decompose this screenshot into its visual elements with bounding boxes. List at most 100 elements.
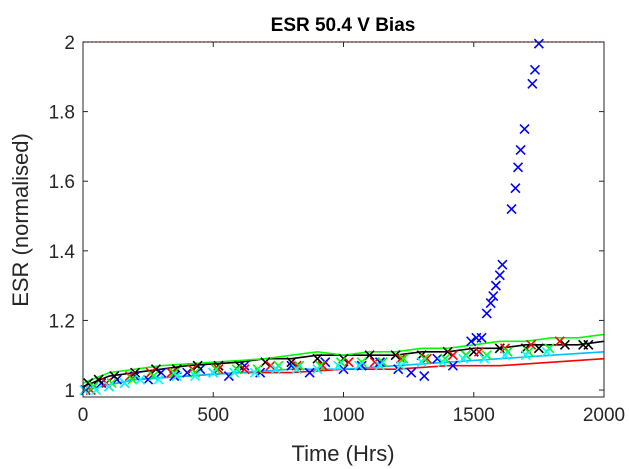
data-point — [398, 353, 409, 364]
data-point — [466, 336, 477, 347]
data-point — [153, 374, 164, 385]
data-point — [171, 371, 182, 382]
y-tick-label: 2 — [64, 33, 75, 54]
data-point — [192, 360, 203, 371]
data-point — [135, 374, 146, 385]
data-point — [533, 38, 544, 49]
series-line-6 — [82, 333, 605, 384]
x-tick-label: 1000 — [322, 405, 364, 426]
data-point — [485, 297, 496, 309]
data-point — [497, 259, 508, 270]
data-point — [583, 339, 594, 350]
data-point — [249, 367, 260, 378]
y-tick-label: 1 — [64, 381, 75, 402]
y-tick-label: 1.2 — [49, 311, 75, 332]
data-point — [529, 64, 541, 75]
y-axis-title: ESR (normalised) — [8, 133, 33, 307]
series-line-7 — [82, 357, 605, 391]
data-point — [421, 353, 432, 364]
data-point — [189, 371, 201, 382]
data-point — [442, 346, 453, 357]
y-axis: 1 1.2 1.4 1.6 1.8 2 — [49, 33, 604, 402]
data-point — [148, 371, 159, 382]
data-point — [93, 374, 104, 385]
series-line-8 — [82, 351, 605, 391]
x-tick-label: 2000 — [583, 405, 625, 426]
data-point — [416, 357, 427, 368]
data-point — [229, 367, 240, 378]
data-point — [395, 360, 406, 371]
data-point — [476, 332, 487, 343]
data-point — [291, 360, 302, 371]
data-point — [515, 144, 526, 155]
data-point — [510, 183, 521, 194]
data-point — [374, 360, 386, 371]
data-point — [239, 364, 250, 375]
data-point — [432, 353, 443, 364]
x-axis: 0 500 1000 1500 2000 — [78, 42, 625, 426]
data-point — [103, 381, 115, 392]
data-point — [127, 374, 138, 385]
data-point — [189, 367, 201, 378]
data-point — [338, 364, 349, 375]
data-point — [406, 367, 417, 378]
data-point — [150, 364, 162, 375]
data-point — [527, 78, 538, 89]
data-point — [119, 378, 130, 389]
data-point — [90, 384, 102, 396]
data-point — [390, 350, 401, 361]
data-point — [512, 162, 524, 173]
data-point — [304, 367, 315, 378]
data-point — [541, 346, 552, 357]
data-point — [447, 350, 458, 361]
data-point — [533, 343, 544, 354]
data-point — [343, 357, 354, 368]
data-point — [317, 360, 328, 371]
data-point — [499, 350, 511, 361]
data-point — [312, 364, 323, 375]
data-point — [437, 357, 448, 368]
data-point — [488, 291, 499, 302]
data-point — [130, 367, 141, 378]
data-point — [479, 353, 490, 364]
data-point — [182, 367, 193, 378]
y-tick-label: 1.8 — [49, 103, 75, 124]
data-point — [473, 346, 485, 357]
data-point — [143, 374, 154, 385]
data-point — [494, 270, 505, 281]
data-point — [419, 371, 430, 382]
data-point — [554, 336, 565, 347]
data-point — [286, 357, 297, 368]
data-point — [559, 339, 570, 350]
data-point — [356, 360, 367, 371]
data-point — [156, 367, 167, 378]
data-point — [490, 280, 501, 291]
series-markers-0 — [80, 38, 544, 396]
data-point — [291, 364, 302, 375]
plot-area — [79, 38, 605, 396]
data-point — [333, 360, 344, 371]
data-point — [481, 308, 492, 319]
data-point — [312, 353, 323, 364]
data-point — [369, 357, 380, 368]
y-tick-label: 1.6 — [49, 172, 75, 193]
data-point — [265, 360, 276, 371]
x-tick-label: 500 — [197, 405, 229, 426]
data-point — [519, 123, 530, 135]
x-tick-label: 0 — [78, 405, 89, 426]
data-point — [213, 364, 224, 375]
data-point — [520, 350, 531, 361]
data-point — [208, 367, 219, 378]
data-point — [506, 203, 517, 215]
x-tick-label: 1500 — [453, 405, 495, 426]
chart-title: ESR 50.4 V Bias — [271, 15, 416, 36]
data-point — [270, 364, 281, 375]
y-tick-label: 1.4 — [49, 242, 76, 263]
data-point — [166, 367, 177, 378]
plot-frame — [82, 41, 605, 398]
series-markers-4 — [79, 346, 552, 396]
x-axis-title: Time (Hrs) — [291, 441, 394, 466]
data-point — [525, 339, 537, 350]
data-point — [458, 353, 469, 364]
